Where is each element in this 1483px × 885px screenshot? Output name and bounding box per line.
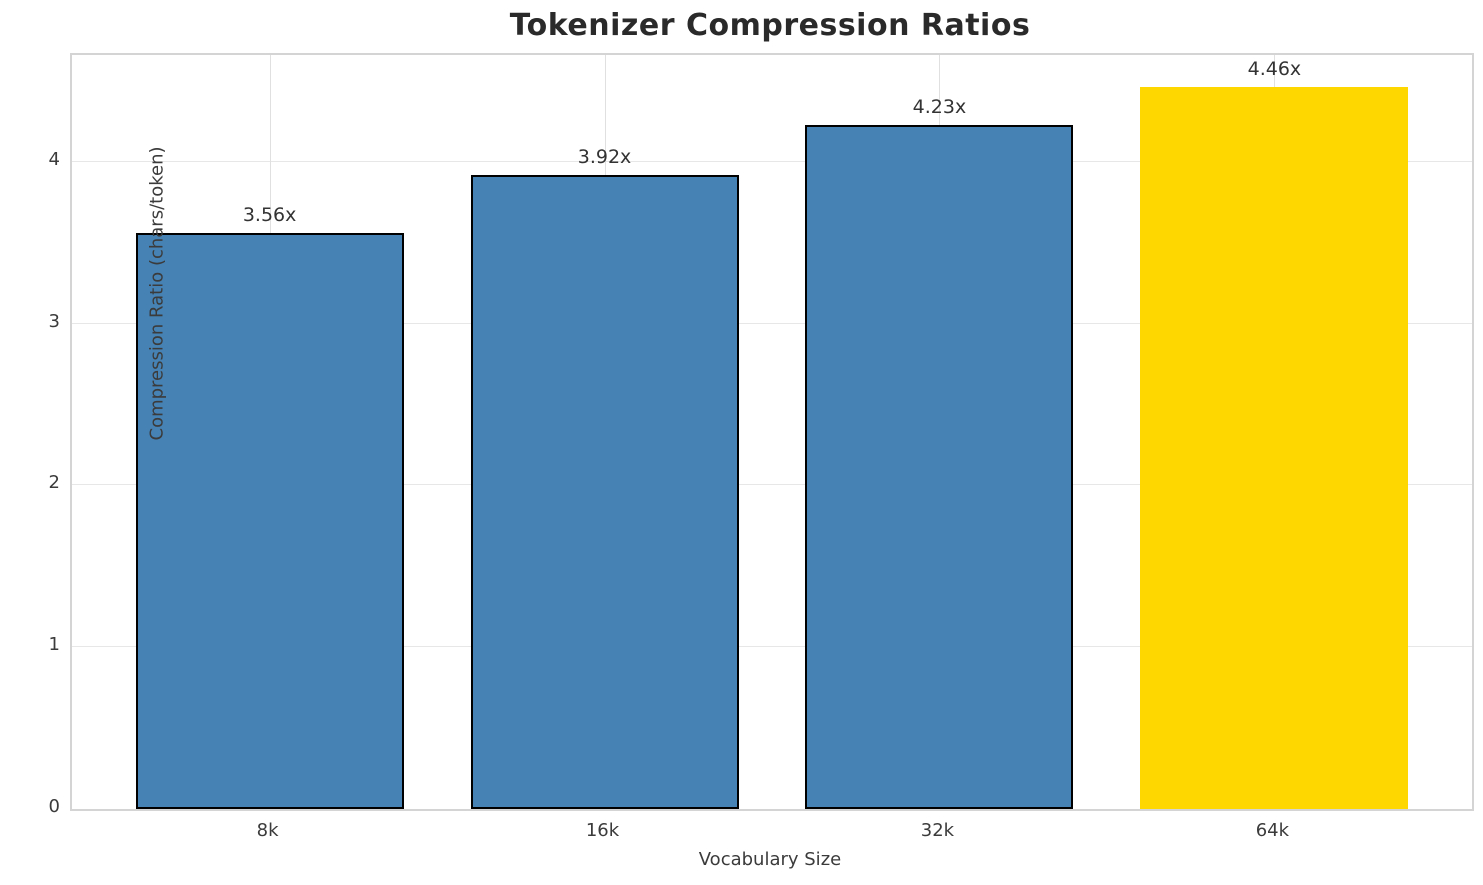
y-tick-label-3: 3 [48, 310, 60, 332]
h-gridline-1 [72, 646, 1472, 648]
y-tick-label-0: 0 [48, 796, 60, 817]
x-tick-label-8k: 8k [256, 820, 279, 841]
chart-title: Tokenizer Compression Ratios [509, 8, 1031, 43]
bar-value-label-64k: 4.46x [1247, 58, 1302, 81]
bar-64k [1140, 87, 1409, 809]
bar-value-label-8k: 3.56x [242, 203, 297, 226]
plot-area: 3.56x 3.92x 4.23x 4.46x [70, 53, 1474, 811]
x-axis-label: Vocabulary Size [698, 849, 842, 870]
bar-8k [135, 232, 404, 809]
bar-value-label-32k: 4.23x [912, 95, 967, 118]
h-gridline-2 [72, 484, 1472, 486]
bar-16k [470, 174, 739, 809]
bar-value-label-16k: 3.92x [577, 145, 632, 168]
h-gridline-3 [72, 322, 1472, 324]
x-tick-label-16k: 16k [585, 820, 620, 841]
y-tick-label-4: 4 [48, 148, 60, 170]
bar-32k [805, 124, 1074, 809]
y-tick-label-2: 2 [48, 472, 60, 494]
x-tick-label-32k: 32k [920, 820, 955, 841]
y-tick-label-1: 1 [48, 634, 60, 656]
y-axis-label: Compression Ratio (chars/token) [146, 146, 168, 441]
x-tick-label-64k: 64k [1255, 820, 1290, 841]
h-gridline-4 [72, 160, 1472, 162]
